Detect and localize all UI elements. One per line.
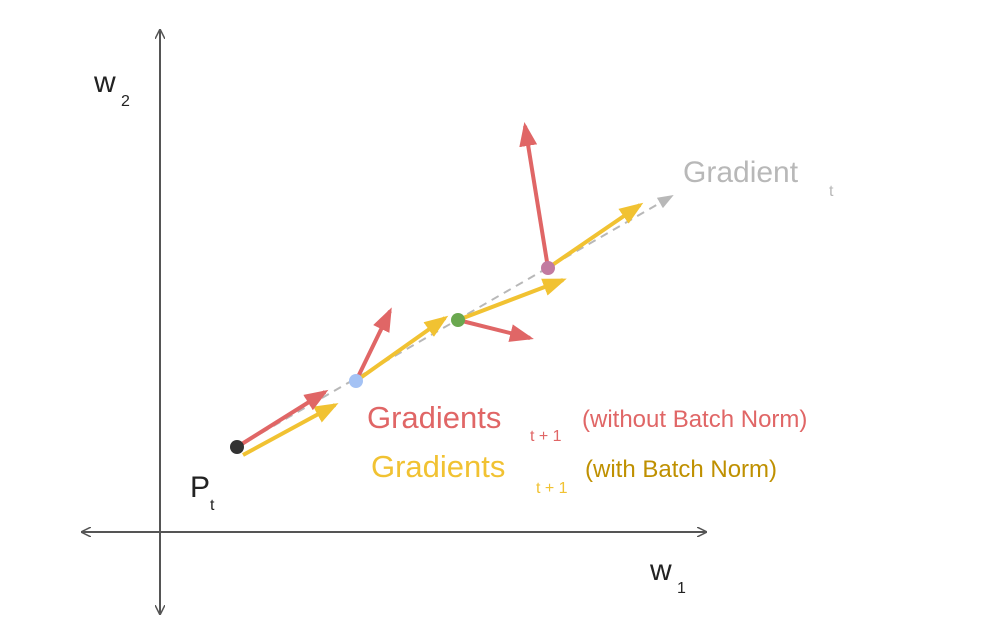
legend-note: (with Batch Norm) [585, 456, 777, 483]
arrow [354, 307, 392, 382]
gradient-subscript: t [829, 183, 834, 200]
arrow [235, 389, 329, 449]
arrow [457, 278, 567, 322]
arrow [457, 318, 534, 342]
point-subscript: t [210, 497, 215, 514]
point [451, 313, 465, 327]
y-axis-subscript: 2 [121, 93, 130, 110]
batch-norm-arrows [242, 202, 644, 457]
point-label: P [190, 471, 210, 504]
no-batch-norm-arrows [235, 122, 550, 449]
axes [82, 30, 706, 614]
point [349, 374, 363, 388]
arrow [354, 315, 449, 383]
x-axis-label: w [649, 554, 672, 587]
arrow [546, 202, 644, 270]
point [230, 440, 244, 454]
x-axis-subscript: 1 [677, 580, 686, 597]
legend-subscript: t + 1 [536, 480, 568, 497]
arrow [519, 122, 550, 269]
legend-subscript: t + 1 [530, 428, 562, 445]
legend-note: (without Batch Norm) [582, 406, 807, 433]
gradient-label: Gradient [683, 156, 799, 189]
legend-label: Gradients [371, 449, 505, 484]
arrow [242, 403, 339, 457]
point [541, 261, 555, 275]
legend-label: Gradients [367, 400, 501, 435]
y-axis-label: w [93, 66, 116, 99]
